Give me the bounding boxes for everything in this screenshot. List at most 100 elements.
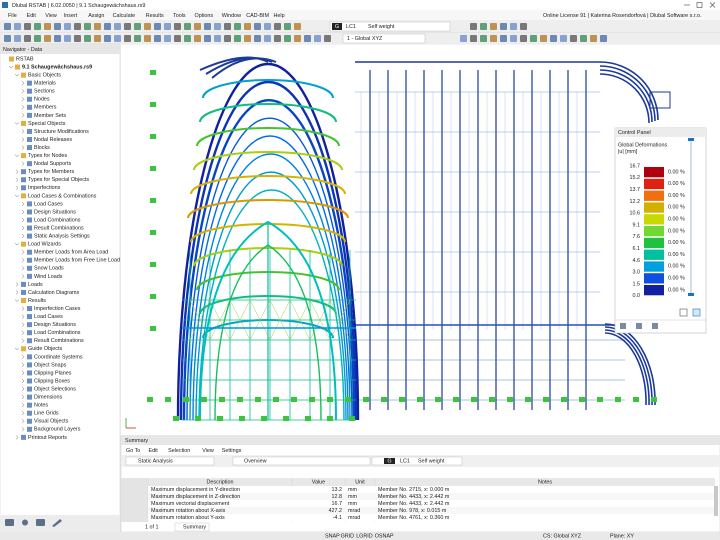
expander[interactable] — [15, 185, 19, 190]
tree-item[interactable]: Nodes — [34, 97, 50, 103]
toolbar-button[interactable] — [510, 23, 517, 30]
tree-item[interactable]: Nodal Supports — [34, 161, 71, 167]
toolbar-button[interactable] — [470, 23, 477, 30]
expander[interactable] — [21, 97, 25, 102]
tree-item[interactable]: Visual Objects — [34, 419, 69, 425]
tree-item[interactable]: Results — [28, 298, 46, 304]
toolbar-button[interactable] — [480, 23, 487, 30]
toolbar-button[interactable] — [164, 23, 171, 30]
toolbar-button[interactable] — [234, 35, 241, 42]
table-row[interactable] — [148, 514, 715, 521]
tree-item[interactable]: Printout Reports — [28, 435, 67, 441]
toolbar-button[interactable] — [64, 23, 71, 30]
toolbar-button[interactable] — [94, 23, 101, 30]
expander[interactable] — [21, 394, 25, 400]
toolbar-button[interactable] — [510, 35, 517, 42]
tab-data[interactable] — [5, 519, 14, 526]
toolbar-button[interactable] — [34, 35, 41, 42]
panel-tab-icon[interactable] — [636, 323, 642, 329]
expander[interactable] — [14, 122, 20, 125]
expander[interactable] — [21, 89, 25, 94]
close[interactable] — [709, 2, 716, 8]
toolbar-button[interactable] — [314, 35, 321, 42]
tab-views[interactable] — [36, 519, 45, 526]
expander[interactable] — [14, 73, 20, 77]
menu-item[interactable]: Edit — [27, 13, 37, 19]
tree-item[interactable]: Object Selections — [34, 386, 76, 392]
tree-item[interactable]: Dimensions — [34, 395, 62, 401]
table-row[interactable] — [148, 500, 715, 507]
analysis-dropdown[interactable] — [125, 456, 215, 466]
tree-item[interactable]: Load Wizards — [28, 242, 61, 248]
toolbar-button[interactable] — [164, 35, 171, 42]
expander[interactable] — [14, 194, 20, 198]
toolbar-button[interactable] — [24, 35, 31, 42]
toolbar-button[interactable] — [254, 35, 261, 42]
tab-display[interactable] — [22, 519, 28, 526]
toolbar-button[interactable] — [244, 35, 251, 42]
menu-item[interactable]: Calculate — [113, 13, 135, 19]
panel-tab-icon[interactable] — [652, 323, 658, 329]
toolbar-button[interactable] — [224, 23, 231, 30]
expander[interactable] — [15, 169, 19, 174]
expander[interactable] — [21, 225, 25, 231]
toolbar-button[interactable] — [114, 35, 121, 42]
toolbar-button[interactable] — [144, 23, 151, 30]
status-toggle[interactable]: GRID — [341, 533, 355, 539]
tree-item[interactable]: Design Situations — [34, 322, 76, 328]
toolbar-button[interactable] — [580, 35, 587, 42]
summary-menu-item[interactable]: Edit — [149, 448, 159, 454]
table-row[interactable] — [148, 493, 715, 500]
toolbar-button[interactable] — [204, 23, 211, 30]
toolbar-button[interactable] — [64, 35, 71, 42]
menu-item[interactable]: Results — [146, 13, 164, 19]
tree-item[interactable]: Load Cases & Combinations — [28, 193, 97, 199]
expander[interactable] — [21, 233, 25, 239]
toolbar-button[interactable] — [590, 35, 597, 42]
menu-item[interactable]: Tools — [173, 13, 186, 19]
expander[interactable] — [21, 322, 25, 327]
tree-item[interactable]: Result Combinations — [34, 225, 84, 231]
menu-item[interactable]: Assign — [88, 13, 104, 19]
toolbar-button[interactable] — [194, 23, 201, 30]
expander[interactable] — [21, 386, 25, 392]
tree-item[interactable]: Types for Members — [28, 169, 74, 175]
toolbar-button[interactable] — [124, 35, 131, 42]
summary-menu-item[interactable]: Selection — [168, 448, 190, 454]
menu-item[interactable]: File — [8, 13, 17, 19]
expander[interactable] — [21, 362, 25, 368]
status-toggle[interactable]: SNAP — [325, 533, 340, 539]
expander[interactable] — [21, 258, 25, 263]
toolbar-button[interactable] — [184, 23, 191, 30]
toolbar-button[interactable] — [144, 35, 151, 42]
expander[interactable] — [14, 299, 20, 302]
menu-item[interactable]: Help — [274, 13, 285, 19]
panel-button[interactable] — [692, 308, 701, 317]
expander[interactable] — [21, 129, 25, 134]
tree-item[interactable]: Load Cases — [34, 314, 63, 320]
tree-item[interactable]: Member Loads from Area Load — [34, 250, 108, 256]
toolbar-button[interactable] — [54, 35, 61, 42]
toolbar-button[interactable] — [244, 23, 251, 30]
status-toggle[interactable]: OSNAP — [375, 533, 394, 539]
expander[interactable] — [21, 314, 25, 319]
tree-item[interactable]: Sections — [34, 89, 55, 95]
tree-item[interactable]: Notes — [34, 403, 48, 409]
toolbar-button[interactable] — [284, 23, 291, 30]
toolbar-button[interactable] — [204, 35, 211, 42]
tree-item[interactable]: Imperfections — [28, 185, 61, 191]
expander[interactable] — [21, 201, 25, 207]
expander[interactable] — [14, 347, 20, 351]
toolbar-button[interactable] — [234, 23, 241, 30]
tree-item[interactable]: Line Grids — [34, 411, 59, 417]
expander[interactable] — [21, 306, 25, 311]
toolbar-button[interactable] — [74, 35, 81, 42]
expander[interactable] — [15, 290, 19, 295]
tree-item[interactable]: Calculation Diagrams — [28, 290, 80, 296]
panel-tab-icon[interactable] — [620, 323, 626, 329]
expander[interactable] — [15, 282, 19, 287]
tree-item[interactable]: Snow Loads — [34, 266, 64, 272]
load-case-dropdown[interactable] — [329, 21, 451, 32]
menu-item[interactable]: View — [45, 13, 57, 19]
toolbar-button[interactable] — [274, 35, 281, 42]
